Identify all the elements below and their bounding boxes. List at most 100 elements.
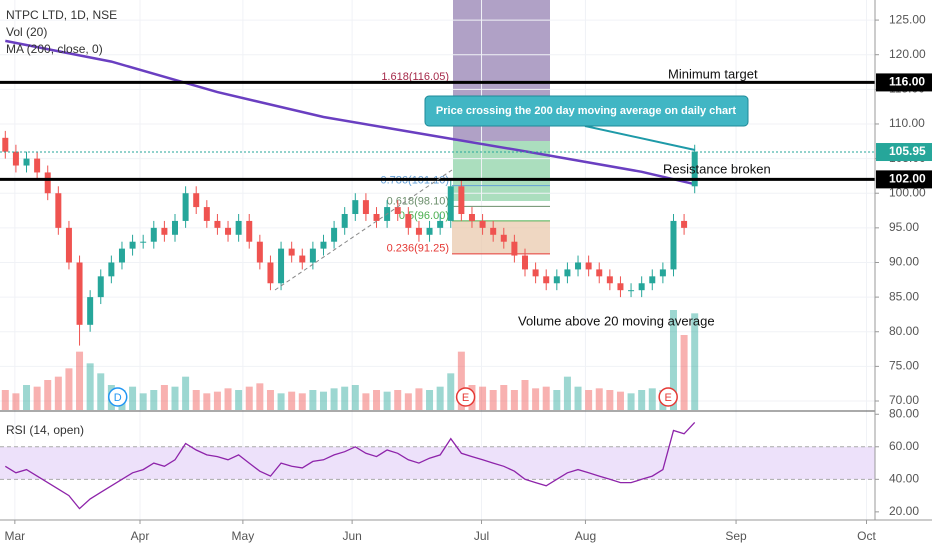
candle-body xyxy=(140,241,147,243)
y-tick-label: 100.00 xyxy=(889,185,926,199)
volume-bar xyxy=(627,393,635,410)
candle-body xyxy=(447,186,454,221)
candle-body xyxy=(585,262,592,270)
volume-bar xyxy=(542,386,550,410)
volume-bar xyxy=(415,388,423,410)
fib-label: 1.618(116.05) xyxy=(381,71,449,83)
candle-body xyxy=(670,220,677,270)
y-tick-label: 80.00 xyxy=(889,406,919,420)
volume-bar xyxy=(521,380,529,410)
volume-bar xyxy=(351,385,359,410)
volume-bar xyxy=(669,310,677,410)
x-tick-label: May xyxy=(232,529,255,543)
y-tick-label: 70.00 xyxy=(889,393,919,407)
candle-body xyxy=(97,276,104,298)
level-label: 102.00 xyxy=(889,172,926,186)
volume-bar xyxy=(373,390,381,410)
candle-body xyxy=(341,214,348,228)
event-marker xyxy=(455,387,476,407)
candle-body xyxy=(575,262,582,270)
y-tick-label: 60.00 xyxy=(889,439,919,453)
x-tick-label: Aug xyxy=(575,529,596,543)
x-tick-label: Sep xyxy=(725,529,747,543)
candle-body xyxy=(617,283,624,291)
level-label-box xyxy=(876,170,932,189)
y-tick-label: 85.00 xyxy=(889,289,919,303)
y-tick-label: 20.00 xyxy=(889,504,919,518)
trend-line xyxy=(274,169,453,291)
candle-body xyxy=(2,137,9,152)
volume-bar xyxy=(182,376,190,410)
volume-bar xyxy=(203,393,211,410)
candle-body xyxy=(288,248,295,256)
candle-body xyxy=(649,276,656,284)
candle-body xyxy=(596,269,603,277)
candle-body xyxy=(437,220,444,228)
level-label-box xyxy=(876,73,932,92)
candle-body xyxy=(362,200,369,215)
volume-bar xyxy=(129,386,137,410)
candle-body xyxy=(65,227,72,263)
candle-body xyxy=(161,227,168,235)
event-marker xyxy=(107,387,128,407)
candle-body xyxy=(511,241,518,256)
candle-body xyxy=(203,207,210,221)
annotation: Minimum target xyxy=(668,66,758,81)
candle-body xyxy=(373,214,380,221)
candle-body xyxy=(129,241,136,249)
candle-body xyxy=(267,262,274,284)
volume-bar xyxy=(1,390,9,410)
x-tick-label: Jul xyxy=(474,529,489,543)
symbol-label: NTPC LTD, 1D, NSE xyxy=(6,8,117,22)
volume-bar xyxy=(447,373,455,410)
candle-body xyxy=(522,255,528,270)
volume-bar xyxy=(65,368,73,410)
candle-body xyxy=(458,186,465,215)
candle-body xyxy=(108,262,115,277)
y-tick-label: 110.00 xyxy=(889,116,925,130)
background-layer xyxy=(0,0,875,520)
candle-body xyxy=(309,248,316,263)
volume-bar xyxy=(648,388,656,410)
candle-body xyxy=(426,227,433,235)
rsi-line xyxy=(4,421,696,510)
annotation: Volume above 20 moving average xyxy=(518,313,715,328)
volume-bar xyxy=(54,376,62,410)
volume-bar xyxy=(426,390,434,410)
candle-body xyxy=(638,283,645,291)
volume-bar xyxy=(616,391,624,410)
candle-body xyxy=(225,227,232,235)
fib-label: 0.236(91.25) xyxy=(387,243,449,255)
candle-body xyxy=(118,248,125,263)
candle-body xyxy=(490,227,497,235)
candle-body xyxy=(76,262,83,325)
annotation: Price crossing the 200 day moving averag… xyxy=(436,105,737,117)
volume-bar xyxy=(606,390,614,410)
candle-body xyxy=(415,227,422,235)
volume-bar xyxy=(150,390,158,410)
volume-bar xyxy=(436,386,444,410)
volume-bar xyxy=(235,390,243,410)
volume-bar xyxy=(86,363,94,410)
candle-body xyxy=(405,214,412,228)
x-tick-label: Apr xyxy=(131,529,150,543)
candle-body xyxy=(553,276,560,284)
y-tick-label: 95.00 xyxy=(889,220,919,234)
y-tick-label: 90.00 xyxy=(889,255,919,269)
candle-body xyxy=(628,290,635,292)
volume-bar xyxy=(362,393,370,410)
candle-body xyxy=(55,193,62,228)
candle-body xyxy=(543,276,550,284)
candle-body xyxy=(564,269,571,277)
volume-bar xyxy=(691,313,699,410)
volume-bar xyxy=(309,390,317,410)
volume-bar xyxy=(532,388,540,410)
volume-bar xyxy=(266,390,274,410)
x-tick-label: Mar xyxy=(5,529,26,543)
volume-bar xyxy=(139,393,147,410)
y-tick-label: 125.00 xyxy=(889,12,926,26)
event-marker xyxy=(658,387,678,407)
volume-bar xyxy=(298,393,306,410)
candle-body xyxy=(34,158,41,173)
